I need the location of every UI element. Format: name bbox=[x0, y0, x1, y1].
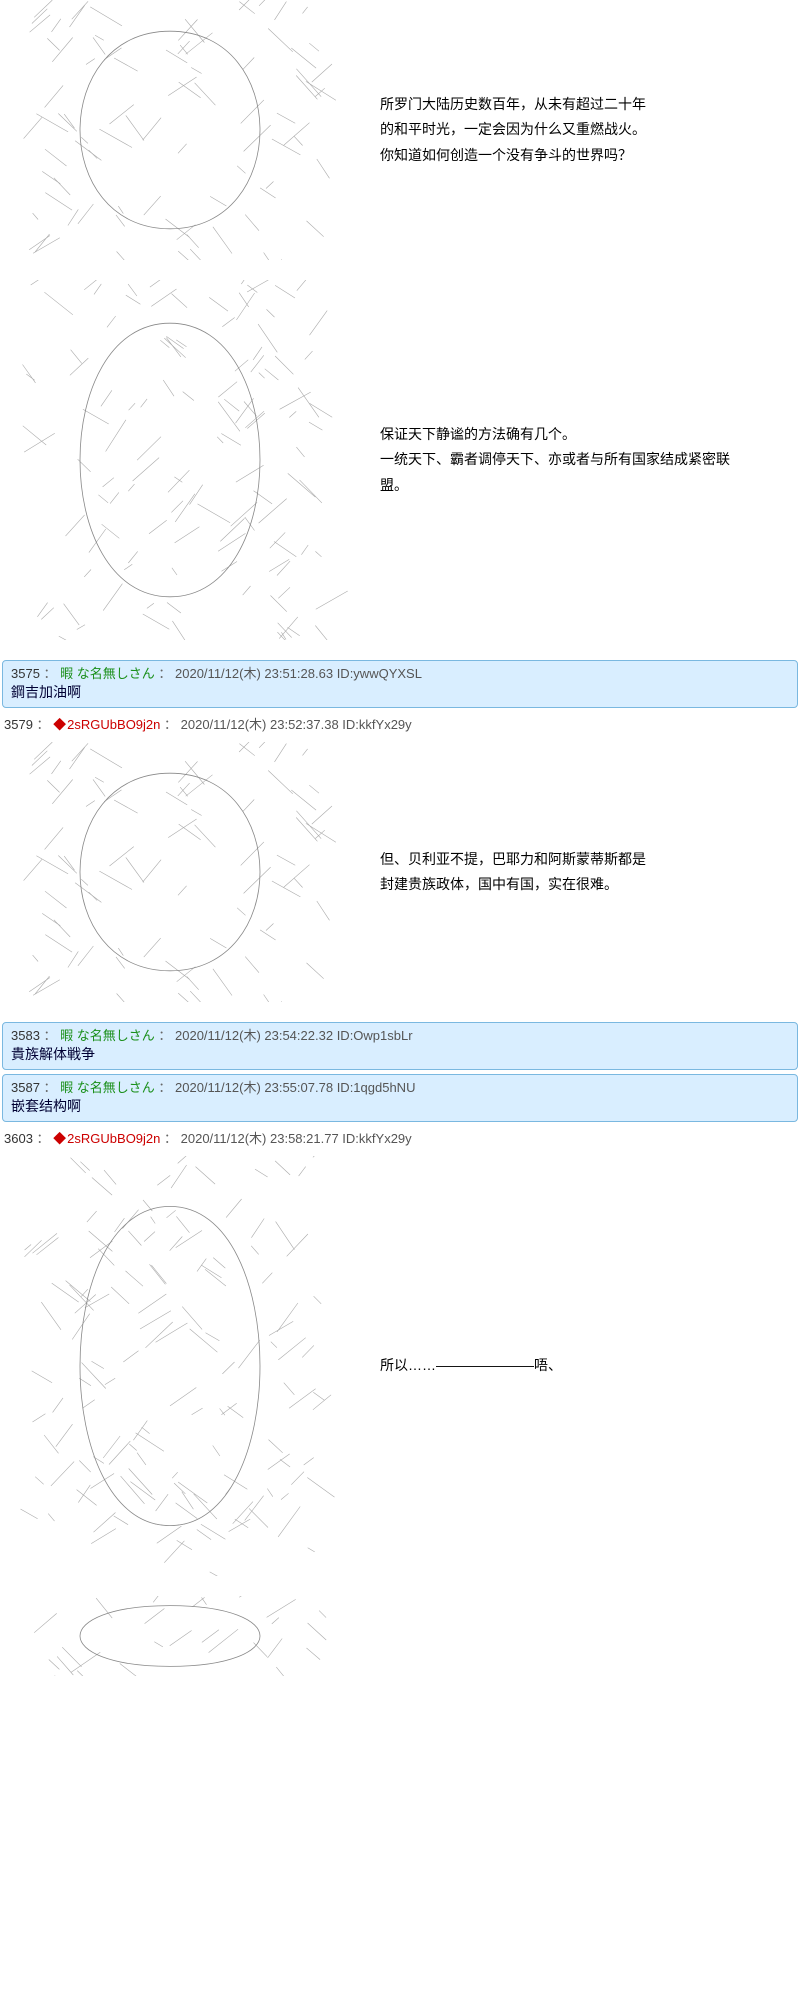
separator: ： bbox=[33, 1131, 53, 1146]
poster-tripcode: 2sRGUbBO9j2n bbox=[53, 1131, 160, 1146]
reader-reply-post: 3575 ： 暇 な名無しさん ： 2020/11/12(木) 23:51:28… bbox=[2, 660, 798, 708]
post-id: ID:kkfYx29y bbox=[342, 1131, 411, 1146]
narration-line: 你知道如何创造一个没有争斗的世界吗？ bbox=[380, 143, 730, 168]
post-number: 3603 bbox=[4, 1131, 33, 1146]
ascii-art-figure bbox=[0, 1156, 350, 1576]
separator: ： bbox=[40, 1080, 60, 1095]
post-date: 2020/11/12(木) 23:52:37.38 bbox=[181, 717, 339, 732]
ascii-art-figure bbox=[0, 280, 350, 640]
poster-name-anon: 暇 な名無しさん bbox=[60, 1080, 155, 1095]
poster-name-anon: 暇 な名無しさん bbox=[60, 1028, 155, 1043]
post-id: ID:kkfYx29y bbox=[342, 717, 411, 732]
narration-line: 但、贝利亚不提，巴耶力和阿斯蒙蒂斯都是 bbox=[380, 847, 730, 872]
narration-text: 所罗门大陆历史数百年，从未有超过二十年的和平时光，一定会因为什么又重燃战火。你知… bbox=[350, 92, 730, 168]
narration-line: 保证天下静谧的方法确有几个。 bbox=[380, 422, 730, 447]
reader-reply-post: 3587 ： 暇 な名無しさん ： 2020/11/12(木) 23:55:07… bbox=[2, 1074, 798, 1122]
post-number: 3579 bbox=[4, 717, 33, 732]
reply-body: 嵌套结构啊 bbox=[11, 1097, 789, 1117]
narration-line: 封建贵族政体，国中有国，实在很难。 bbox=[380, 872, 730, 897]
story-panel: 但、贝利亚不提，巴耶力和阿斯蒙蒂斯都是封建贵族政体，国中有国，实在很难。 bbox=[0, 742, 800, 1002]
post-id: ID:ywwQYXSL bbox=[337, 666, 422, 681]
post-date: 2020/11/12(木) 23:54:22.32 bbox=[175, 1028, 333, 1043]
post-number: 3575 bbox=[11, 666, 40, 681]
separator: ： bbox=[160, 1131, 180, 1146]
story-panel: 所以……―――――――唔、 bbox=[0, 1156, 800, 1576]
ascii-art-container bbox=[0, 0, 350, 260]
separator: ： bbox=[40, 1028, 60, 1043]
post-meta-line: 3575 ： 暇 な名無しさん ： 2020/11/12(木) 23:51:28… bbox=[11, 665, 789, 683]
poster-name-anon: 暇 な名無しさん bbox=[60, 666, 155, 681]
separator: ： bbox=[155, 1028, 175, 1043]
story-panel: 所罗门大陆历史数百年，从未有超过二十年的和平时光，一定会因为什么又重燃战火。你知… bbox=[0, 0, 800, 260]
separator: ： bbox=[33, 717, 53, 732]
ascii-art-container bbox=[0, 1596, 350, 1676]
post-date: 2020/11/12(木) 23:51:28.63 bbox=[175, 666, 333, 681]
ascii-art-container bbox=[0, 742, 350, 1002]
story-panel bbox=[0, 1596, 800, 1676]
story-panel: 保证天下静谧的方法确有几个。一统天下、霸者调停天下、亦或者与所有国家结成紧密联盟… bbox=[0, 280, 800, 640]
narration-line: 的和平时光，一定会因为什么又重燃战火。 bbox=[380, 117, 730, 142]
author-post-header: 3603 ： 2sRGUbBO9j2n ： 2020/11/12(木) 23:5… bbox=[2, 1126, 798, 1152]
ascii-art-container bbox=[0, 280, 350, 640]
author-post-header: 3579 ： 2sRGUbBO9j2n ： 2020/11/12(木) 23:5… bbox=[2, 712, 798, 738]
ascii-art-container bbox=[0, 1156, 350, 1576]
separator: ： bbox=[155, 1080, 175, 1095]
narration-text: 但、贝利亚不提，巴耶力和阿斯蒙蒂斯都是封建贵族政体，国中有国，实在很难。 bbox=[350, 847, 730, 897]
post-number: 3587 bbox=[11, 1080, 40, 1095]
narration-text: 保证天下静谧的方法确有几个。一统天下、霸者调停天下、亦或者与所有国家结成紧密联盟… bbox=[350, 422, 730, 498]
ascii-art-figure bbox=[0, 1596, 350, 1676]
post-id: ID:Owp1sbLr bbox=[337, 1028, 413, 1043]
separator: ： bbox=[155, 666, 175, 681]
post-meta-line: 3579 ： 2sRGUbBO9j2n ： 2020/11/12(木) 23:5… bbox=[4, 716, 796, 734]
poster-tripcode: 2sRGUbBO9j2n bbox=[53, 717, 160, 732]
reader-reply-post: 3583 ： 暇 な名無しさん ： 2020/11/12(木) 23:54:22… bbox=[2, 1022, 798, 1070]
post-meta-line: 3587 ： 暇 な名無しさん ： 2020/11/12(木) 23:55:07… bbox=[11, 1079, 789, 1097]
narration-line: 所以……―――――――唔、 bbox=[380, 1353, 730, 1378]
reply-body: 貴族解体戦争 bbox=[11, 1045, 789, 1065]
reply-body: 鋼吉加油啊 bbox=[11, 683, 789, 703]
narration-line: 所罗门大陆历史数百年，从未有超过二十年 bbox=[380, 92, 730, 117]
separator: ： bbox=[40, 666, 60, 681]
post-meta-line: 3583 ： 暇 な名無しさん ： 2020/11/12(木) 23:54:22… bbox=[11, 1027, 789, 1045]
ascii-art-figure bbox=[0, 0, 350, 260]
narration-text: 所以……―――――――唔、 bbox=[350, 1353, 730, 1378]
ascii-art-figure bbox=[0, 742, 350, 1002]
post-meta-line: 3603 ： 2sRGUbBO9j2n ： 2020/11/12(木) 23:5… bbox=[4, 1130, 796, 1148]
post-number: 3583 bbox=[11, 1028, 40, 1043]
post-date: 2020/11/12(木) 23:58:21.77 bbox=[181, 1131, 339, 1146]
post-id: ID:1qgd5hNU bbox=[337, 1080, 416, 1095]
post-date: 2020/11/12(木) 23:55:07.78 bbox=[175, 1080, 333, 1095]
narration-line: 一统天下、霸者调停天下、亦或者与所有国家结成紧密联盟。 bbox=[380, 447, 730, 497]
separator: ： bbox=[160, 717, 180, 732]
